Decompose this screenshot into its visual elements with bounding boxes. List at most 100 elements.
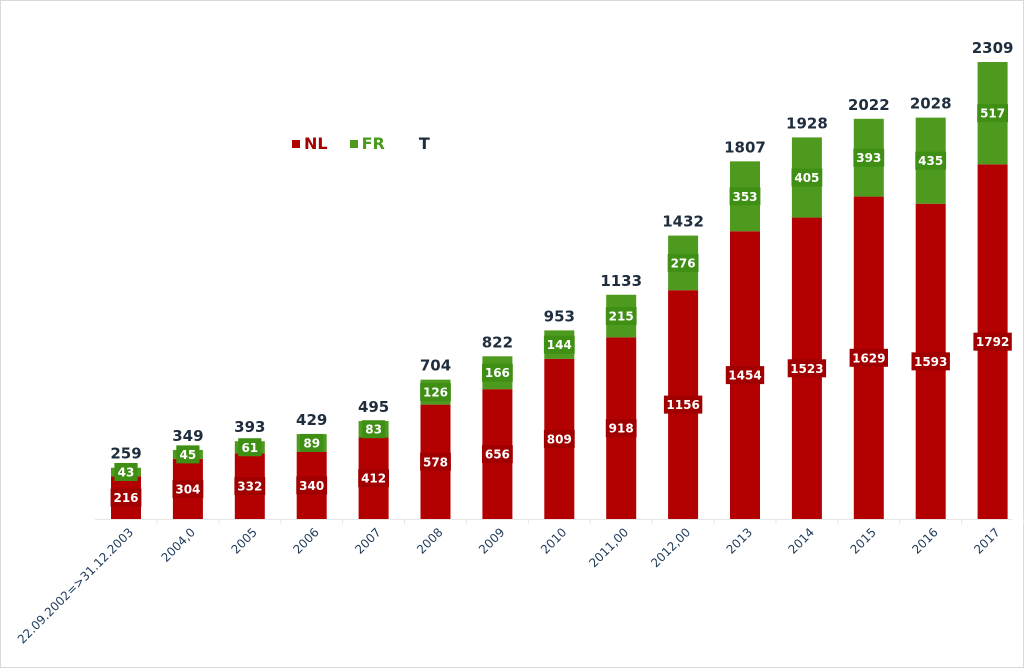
legend-item-t: T <box>407 134 430 153</box>
label-total-11: 1928 <box>786 114 828 132</box>
label-nl-3: 340 <box>299 479 324 493</box>
label-nl-12-box <box>849 348 888 367</box>
label-nl-13: 1593 <box>914 355 947 369</box>
label-total-2: 393 <box>234 418 265 436</box>
label-fr-8: 215 <box>609 310 634 324</box>
tick-label-13: 2016 <box>909 525 940 556</box>
label-fr-8-box <box>605 307 637 326</box>
label-nl-2: 332 <box>237 480 262 494</box>
legend-label-nl: NL <box>304 134 328 153</box>
label-fr-6: 166 <box>485 366 510 380</box>
label-fr-14-box <box>977 104 1008 123</box>
label-fr-14: 517 <box>980 107 1005 121</box>
legend-item-fr: FR <box>349 134 385 153</box>
tick-label-14: 2017 <box>971 525 1002 556</box>
label-nl-1: 304 <box>175 482 200 496</box>
label-fr-13: 435 <box>918 154 943 168</box>
label-total-1: 349 <box>172 427 203 445</box>
tick-label-9: 2012,00 <box>648 525 693 570</box>
legend-item-nl: NL <box>292 134 328 153</box>
label-fr-4: 83 <box>365 423 382 437</box>
label-total-3: 429 <box>296 411 327 429</box>
label-nl-3-box <box>296 476 328 495</box>
legend-swatch-t <box>407 140 415 148</box>
label-fr-2-box <box>238 438 262 457</box>
label-nl-5-box <box>420 452 451 471</box>
label-total-8: 1133 <box>600 272 642 290</box>
label-fr-5-box <box>420 383 451 402</box>
label-fr-4-box <box>362 420 386 439</box>
label-total-10: 1807 <box>724 138 766 156</box>
tick-label-7: 2010 <box>538 525 569 556</box>
label-total-9: 1432 <box>662 213 704 231</box>
label-total-14: 2309 <box>972 39 1014 57</box>
label-nl-8: 918 <box>609 422 634 436</box>
label-fr-6-box <box>482 363 513 382</box>
legend-label-t: T <box>418 134 430 153</box>
label-nl-9-box <box>663 395 703 414</box>
label-nl-1-box <box>172 479 204 498</box>
label-fr-11-box <box>791 168 823 187</box>
label-nl-10-box <box>725 366 765 385</box>
label-fr-1: 45 <box>180 448 197 462</box>
label-fr-7-box <box>543 335 575 354</box>
label-nl-11-box <box>787 359 827 378</box>
label-total-4: 495 <box>358 398 389 416</box>
label-nl-8-box <box>605 419 637 438</box>
label-total-0: 259 <box>110 445 141 463</box>
tick-label-0: 22.09.2002=>31.12.2003 <box>15 525 136 646</box>
legend: NL FR T <box>292 134 430 153</box>
label-fr-1-box <box>176 445 200 464</box>
label-nl-4-box <box>358 469 389 488</box>
label-fr-3: 89 <box>303 436 320 450</box>
tick-label-11: 2014 <box>786 525 817 556</box>
label-fr-0: 43 <box>118 465 135 479</box>
label-nl-0-box <box>110 488 142 507</box>
label-fr-2: 61 <box>241 441 258 455</box>
label-total-5: 704 <box>420 357 451 375</box>
label-nl-13-box <box>911 352 950 371</box>
label-fr-10-box <box>729 187 761 206</box>
label-fr-12: 393 <box>856 151 881 165</box>
label-nl-6-box <box>482 445 513 464</box>
label-nl-0: 216 <box>113 491 138 505</box>
label-nl-4: 412 <box>361 472 386 486</box>
label-nl-14: 1792 <box>976 335 1009 349</box>
label-fr-13-box <box>915 151 947 170</box>
label-nl-11: 1523 <box>790 362 823 376</box>
label-fr-3-box <box>300 433 324 452</box>
label-fr-12-box <box>853 148 885 167</box>
tick-label-8: 2011,00 <box>586 525 631 570</box>
label-fr-11: 405 <box>794 171 819 185</box>
tick-label-6: 2009 <box>476 525 507 556</box>
label-fr-10: 353 <box>732 190 757 204</box>
label-nl-14-box <box>973 332 1012 351</box>
tick-label-1: 2004,0 <box>158 525 198 565</box>
legend-swatch-fr <box>349 139 358 148</box>
label-total-12: 2022 <box>848 96 890 114</box>
tick-label-2: 2005 <box>228 525 259 556</box>
tick-label-10: 2013 <box>724 525 755 556</box>
label-nl-5: 578 <box>423 455 448 469</box>
label-fr-9-box <box>667 253 699 272</box>
label-nl-6: 656 <box>485 448 510 462</box>
label-nl-12: 1629 <box>852 351 885 365</box>
label-total-7: 953 <box>544 307 575 325</box>
tick-label-5: 2008 <box>414 525 445 556</box>
label-nl-7-box <box>543 429 575 448</box>
tick-label-4: 2007 <box>352 525 383 556</box>
label-nl-7: 809 <box>547 432 572 446</box>
label-total-13: 2028 <box>910 95 952 113</box>
label-nl-10: 1454 <box>728 369 761 383</box>
tick-label-12: 2015 <box>847 525 878 556</box>
label-nl-2-box <box>234 477 266 496</box>
label-fr-0-box <box>114 462 138 481</box>
tick-label-3: 2006 <box>290 525 321 556</box>
legend-label-fr: FR <box>361 134 385 153</box>
label-fr-7: 144 <box>547 338 572 352</box>
label-nl-9: 1156 <box>666 398 699 412</box>
legend-swatch-nl <box>292 139 300 148</box>
label-fr-5: 126 <box>423 386 448 400</box>
